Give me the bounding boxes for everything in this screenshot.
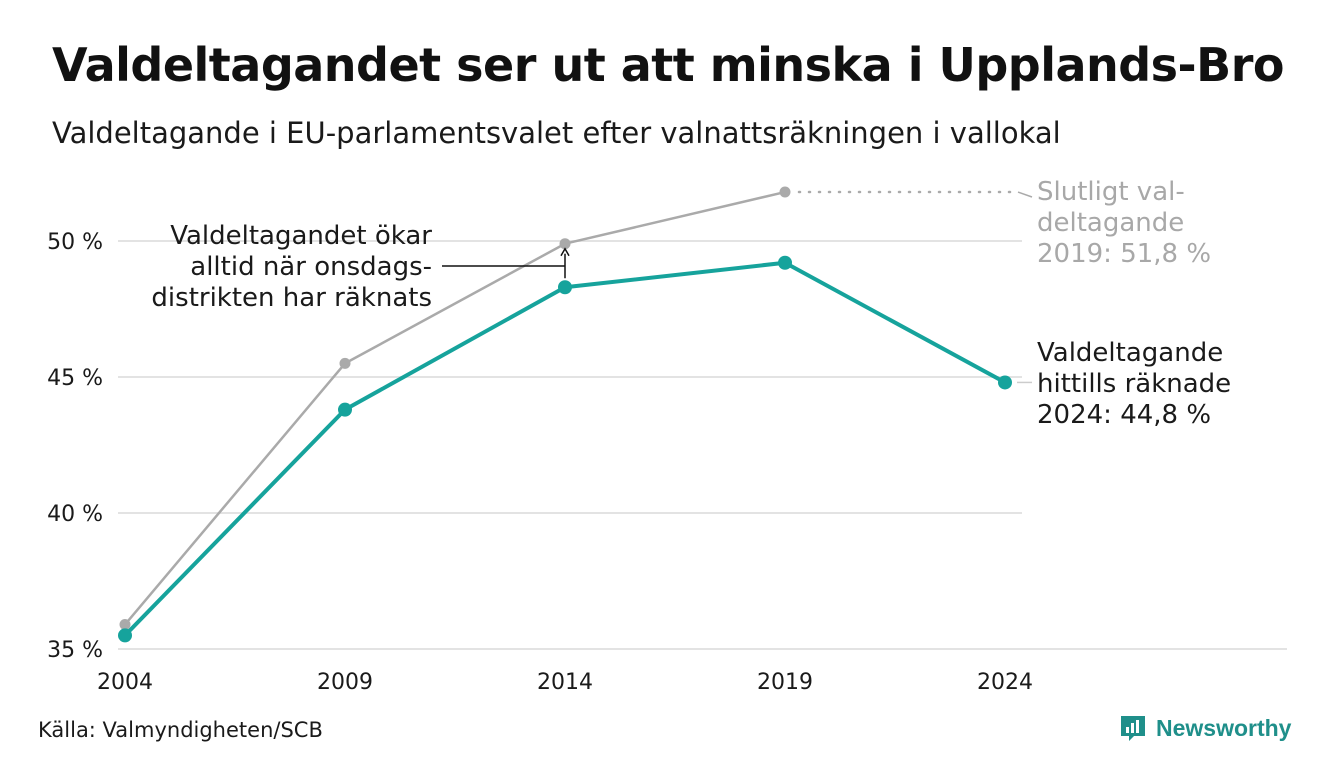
grid-lines	[118, 240, 1287, 650]
final-series-line	[123, 190, 787, 626]
counted-data-point	[558, 280, 572, 295]
counted-annotation-line: 2024: 44,8 %	[1037, 400, 1211, 430]
final-annotation-line: Slutligt val-	[1037, 177, 1185, 207]
counted-data-point	[118, 628, 132, 643]
x-tick-label: 2024	[977, 670, 1033, 695]
counted-annotation-line: hittills räknade	[1037, 369, 1231, 399]
counted-series-line	[123, 260, 1007, 638]
wednesday-annotation-line: distrikten har räknats	[151, 283, 432, 313]
x-tick-label: 2004	[97, 670, 153, 695]
y-tick-label: 45 %	[47, 366, 103, 391]
chart-title: Valdeltagandet ser ut att minska i Uppla…	[52, 38, 1285, 92]
x-axis-ticks: 2004 2009 2014 2019 2024	[97, 670, 1033, 695]
final-data-point	[779, 186, 791, 198]
series-lines	[118, 186, 1012, 643]
newsworthy-icon	[1121, 716, 1145, 741]
counted-data-point	[778, 255, 792, 270]
final-annotation-line: 2019: 51,8 %	[1037, 239, 1211, 269]
counted-annotation-line: Valdeltagande	[1037, 338, 1223, 368]
chart-subtitle: Valdeltagande i EU-parlamentsvalet efter…	[52, 116, 1061, 150]
counted-data-point	[338, 402, 352, 417]
y-axis-ticks: 35 % 40 % 45 % 50 %	[47, 230, 103, 663]
brand-name: Newsworthy	[1156, 714, 1292, 741]
final-data-point	[119, 619, 131, 631]
source-note: Källa: Valmyndigheten/SCB	[38, 718, 323, 742]
counted-data-point	[998, 375, 1012, 390]
arrow-head-icon	[560, 247, 570, 257]
final-annotation-line: deltagande	[1037, 208, 1184, 238]
x-tick-label: 2019	[757, 670, 813, 695]
y-tick-label: 35 %	[47, 638, 103, 663]
wednesday-annotation-line: alltid när onsdags-	[190, 252, 432, 282]
brand-logo: Newsworthy	[1118, 713, 1291, 743]
final-data-point	[339, 357, 351, 369]
y-tick-label: 50 %	[47, 230, 103, 255]
wednesday-annotation-line: Valdeltagandet ökar	[170, 221, 432, 251]
x-tick-label: 2014	[537, 670, 593, 695]
final-leader-tail	[1017, 191, 1033, 198]
x-tick-label: 2009	[317, 670, 373, 695]
final-data-point	[559, 238, 571, 250]
y-tick-label: 40 %	[47, 502, 103, 527]
